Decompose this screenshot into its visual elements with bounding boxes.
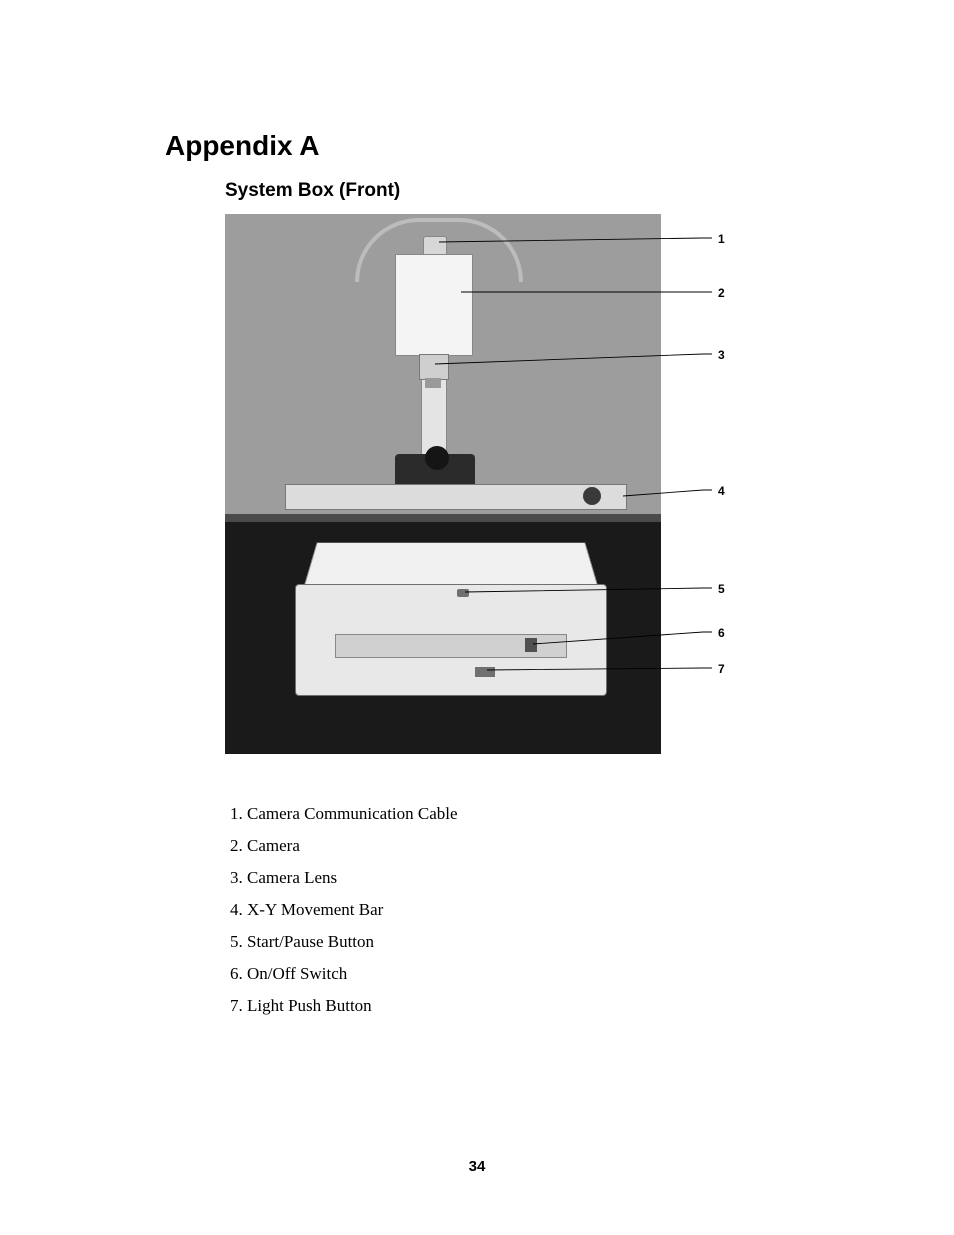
- legend-item: Light Push Button: [247, 990, 834, 1022]
- legend-item: Camera Lens: [247, 862, 834, 894]
- legend-item: On/Off Switch: [247, 958, 834, 990]
- document-page: Appendix A System Box (Front) 1234567: [0, 0, 954, 1235]
- leader-lines: [225, 214, 785, 770]
- legend-item: Start/Pause Button: [247, 926, 834, 958]
- legend-item: X-Y Movement Bar: [247, 894, 834, 926]
- figure-legend: Camera Communication Cable Camera Camera…: [225, 798, 834, 1022]
- page-number: 34: [0, 1158, 954, 1175]
- legend-item: Camera: [247, 830, 834, 862]
- legend-list: Camera Communication Cable Camera Camera…: [225, 798, 834, 1022]
- appendix-heading: Appendix A: [165, 130, 834, 162]
- section-heading: System Box (Front): [225, 180, 834, 202]
- figure-system-box-front: 1234567: [225, 214, 785, 770]
- legend-item: Camera Communication Cable: [247, 798, 834, 830]
